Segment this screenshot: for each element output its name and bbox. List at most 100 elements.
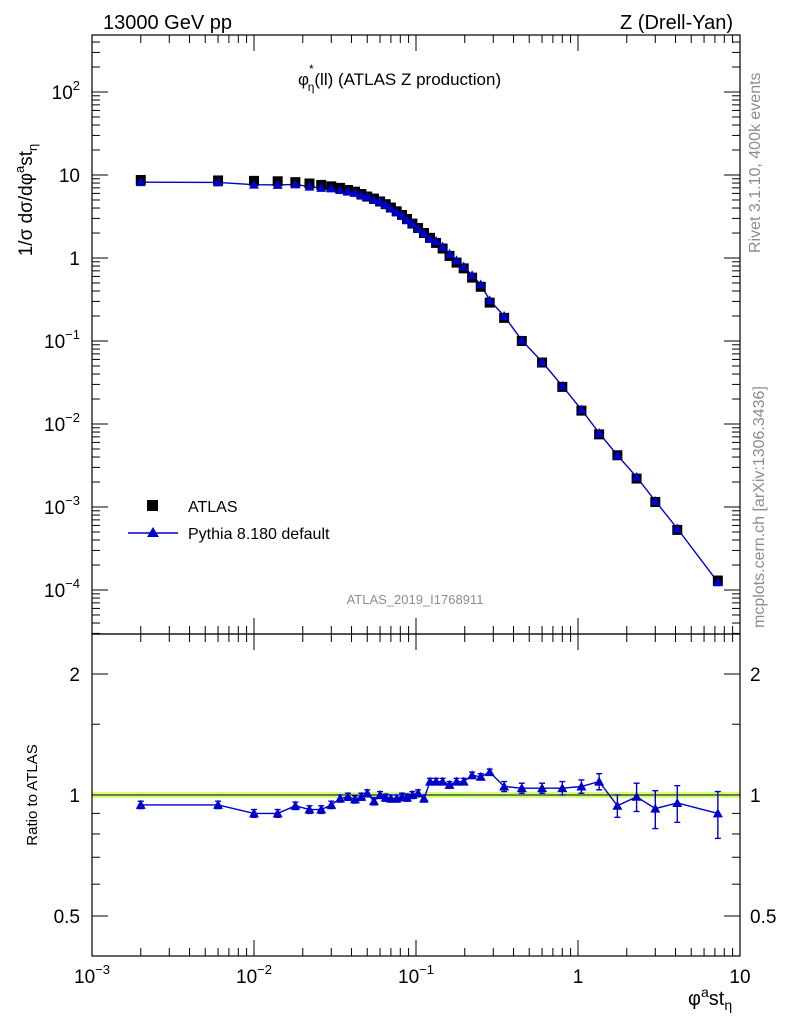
ratio-point	[437, 776, 448, 786]
pythia-point	[413, 223, 424, 233]
ratio-point	[557, 783, 568, 793]
pythia-point	[213, 177, 224, 187]
x-tick-label: 10	[729, 967, 750, 988]
ratio-point	[576, 781, 587, 791]
pythia-point	[362, 191, 373, 201]
ratio-y-tick-label-left: 2	[69, 665, 80, 686]
pythia-point	[375, 196, 386, 206]
ratio-point	[342, 791, 353, 801]
pythia-point	[576, 404, 587, 414]
pythia-point	[458, 261, 469, 271]
pythia-point	[418, 228, 429, 238]
ratio-series-layer	[135, 767, 723, 840]
y-tick-label: 10−1	[44, 327, 80, 353]
y-tick-label: 10	[59, 166, 80, 187]
pythia-point	[391, 207, 402, 217]
header-right: Z (Drell-Yan)	[620, 12, 733, 34]
pythia-point	[631, 471, 642, 481]
ratio-point	[612, 800, 623, 810]
ratio-point	[335, 793, 346, 803]
ratio-point	[413, 788, 424, 798]
ratio-point	[431, 776, 442, 786]
legend: ATLAS Pythia 8.180 default	[128, 499, 330, 543]
ratio-point	[451, 776, 462, 786]
ratio-point	[650, 803, 661, 813]
y-tick-label: 10−2	[44, 410, 80, 436]
pythia-point	[451, 255, 462, 265]
pythia-point	[650, 496, 661, 506]
ratio-point	[304, 804, 315, 814]
analysis-watermark: ATLAS_2019_I1768911	[347, 592, 484, 607]
ratio-point	[272, 808, 283, 818]
pythia-point	[431, 235, 442, 245]
y-tick-label: 10−3	[44, 493, 80, 519]
pythia-point	[499, 311, 510, 321]
pythia-point	[316, 182, 327, 192]
pythia-point	[594, 427, 605, 437]
pythia-point	[712, 577, 723, 587]
ratio-point	[290, 800, 301, 810]
ratio-point	[249, 808, 259, 818]
ratio-y-axis-label: Ratio to ATLAS	[24, 744, 41, 845]
ratio-point	[499, 781, 510, 791]
pythia-point	[537, 356, 548, 366]
ratio-point	[349, 794, 360, 804]
pythia-point	[135, 177, 146, 187]
ratio-y-tick-label-right: 1	[750, 786, 761, 807]
main-y-axis-label: 1/σ dσ/dφastη	[12, 144, 40, 257]
legend-label-atlas: ATLAS	[188, 499, 238, 516]
pythia-point	[402, 215, 413, 225]
pythia-point	[290, 179, 301, 189]
y-tick-label: 102	[52, 78, 80, 104]
ratio-point	[362, 788, 373, 798]
pythia-point	[437, 241, 448, 251]
pythia-point	[272, 179, 283, 189]
x-axis-label: φastη	[688, 984, 732, 1013]
ratio-point	[402, 792, 413, 802]
pythia-point	[612, 450, 623, 460]
pythia-point	[380, 199, 391, 209]
main-title: φ* η(ll) (ATLAS Z production)	[298, 62, 501, 94]
pythia-point	[424, 233, 435, 243]
pythia-point	[304, 181, 315, 191]
x-tick-label: 1	[573, 967, 584, 988]
main-plot-frame	[91, 34, 741, 635]
rivet-label: Rivet 3.1.10, 400k events	[747, 72, 764, 253]
ratio-point	[672, 798, 683, 808]
x-tick-label: 10−1	[398, 962, 434, 988]
pythia-point	[467, 270, 478, 280]
ratio-point	[135, 799, 146, 809]
ratio-point	[631, 791, 642, 801]
ratio-y-tick-label-right: 2	[750, 665, 761, 686]
ratio-point	[326, 799, 337, 809]
ratio-point	[316, 804, 327, 814]
ratio-point	[418, 793, 429, 803]
pythia-point	[385, 203, 396, 213]
ratio-point	[467, 770, 478, 780]
main-series-layer	[135, 175, 723, 587]
ratio-point	[368, 796, 379, 806]
ratio-y-tick-label-right: 0.5	[750, 907, 776, 928]
pythia-point	[349, 187, 360, 197]
legend-marker-pythia	[147, 527, 159, 537]
ratio-point	[537, 783, 548, 793]
pythia-point	[475, 279, 486, 289]
y-tick-label: 1	[69, 249, 80, 270]
ratio-point	[516, 783, 527, 793]
pythia-point	[356, 190, 367, 200]
pythia-point	[249, 179, 259, 189]
legend-marker-atlas	[147, 500, 158, 511]
ratio-point	[712, 808, 723, 818]
ratio-point	[356, 791, 367, 801]
pythia-point	[407, 218, 418, 228]
pythia-point	[444, 248, 455, 258]
ratio-y-tick-label-left: 1	[69, 786, 80, 807]
pythia-point	[326, 183, 337, 193]
ratio-point	[458, 776, 469, 786]
mcplots-label: mcplots.cern.ch [arXiv:1306.3436]	[751, 386, 768, 628]
pythia-point	[672, 523, 683, 533]
main-plot-panel: 10−4 10−3 10−2 10−1 1 10 102 φ* η(ll) (ATLAS Z …	[12, 34, 741, 635]
pythia-point	[484, 295, 495, 305]
pythia-point	[397, 210, 408, 220]
